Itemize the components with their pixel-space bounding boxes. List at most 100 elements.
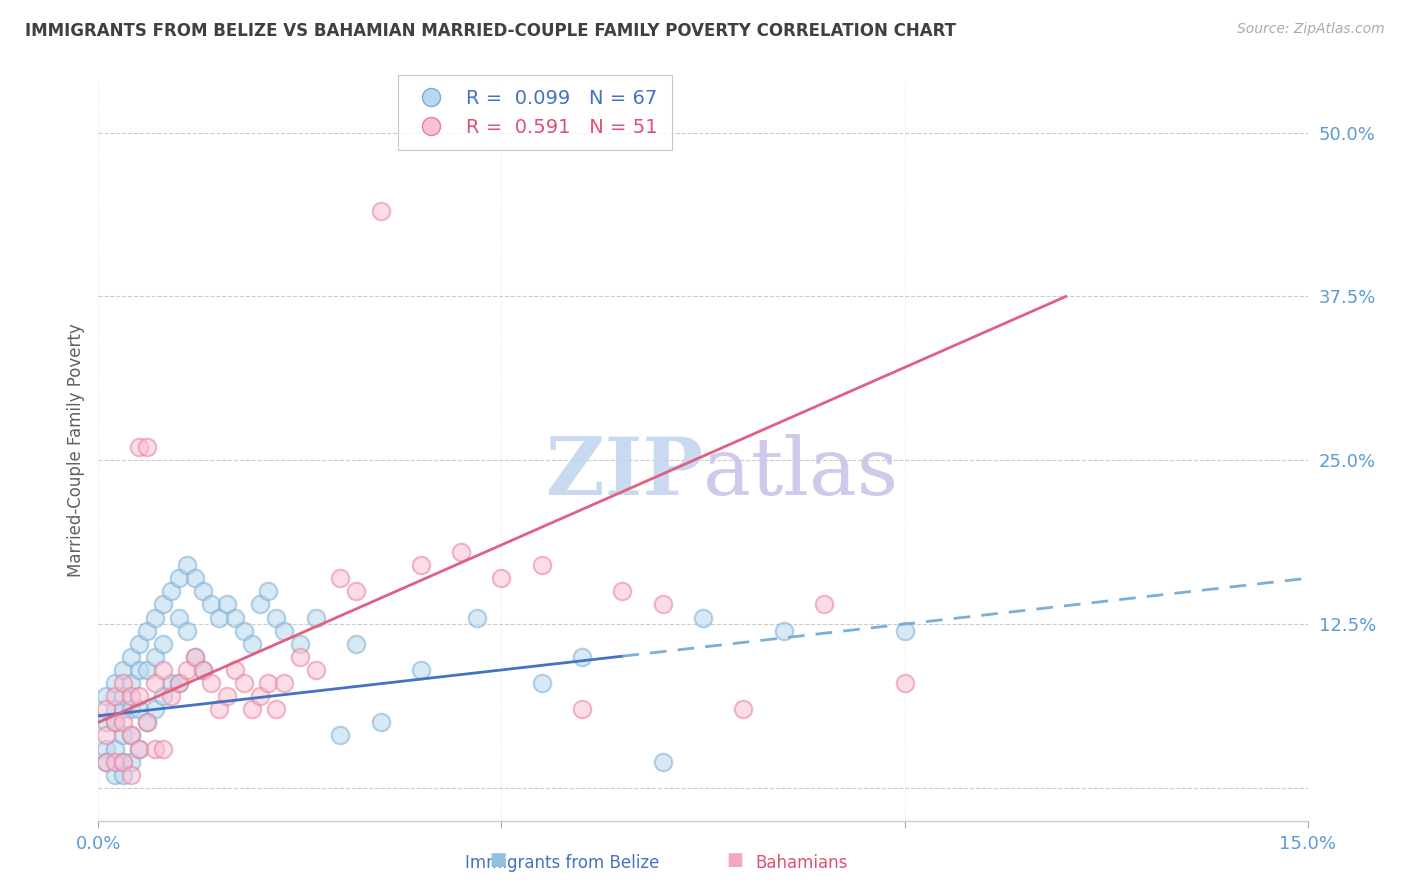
Point — [135, 624, 157, 638]
Point — [200, 676, 222, 690]
Point — [813, 598, 835, 612]
Point — [120, 676, 142, 690]
Point — [305, 610, 328, 624]
Point — [120, 755, 142, 769]
Point — [224, 610, 246, 624]
Point — [893, 676, 915, 690]
Point — [305, 663, 328, 677]
Point — [409, 663, 432, 677]
Point — [128, 689, 150, 703]
Point — [167, 676, 190, 690]
Point — [692, 610, 714, 624]
Point — [256, 584, 278, 599]
Point — [160, 689, 183, 703]
Point — [256, 676, 278, 690]
Point — [208, 610, 231, 624]
Point — [465, 610, 488, 624]
Point — [152, 689, 174, 703]
Point — [111, 755, 134, 769]
Point — [152, 741, 174, 756]
Point — [208, 702, 231, 716]
Point — [167, 571, 190, 585]
Point — [128, 741, 150, 756]
Point — [135, 715, 157, 730]
Point — [184, 571, 207, 585]
Point — [167, 610, 190, 624]
Point — [128, 440, 150, 454]
Point — [111, 768, 134, 782]
Point — [200, 598, 222, 612]
Point — [491, 571, 513, 585]
Point — [128, 702, 150, 716]
Point — [264, 702, 287, 716]
Point — [193, 663, 215, 677]
Point — [224, 663, 246, 677]
Point — [96, 755, 118, 769]
Point — [193, 663, 215, 677]
Point — [103, 689, 125, 703]
Point — [143, 676, 166, 690]
Point — [409, 558, 432, 573]
Point — [249, 689, 271, 703]
Point — [96, 741, 118, 756]
Point — [232, 676, 254, 690]
Point — [143, 702, 166, 716]
Point — [111, 755, 134, 769]
Point — [120, 729, 142, 743]
Text: ZIP: ZIP — [546, 434, 703, 512]
Point — [143, 649, 166, 664]
Point — [135, 663, 157, 677]
Point — [111, 702, 134, 716]
Point — [571, 702, 593, 716]
Point — [152, 637, 174, 651]
Point — [135, 440, 157, 454]
Point — [152, 663, 174, 677]
Point — [111, 715, 134, 730]
Point — [128, 637, 150, 651]
Point — [232, 624, 254, 638]
Point — [103, 755, 125, 769]
Point — [329, 729, 352, 743]
Point — [184, 649, 207, 664]
Text: IMMIGRANTS FROM BELIZE VS BAHAMIAN MARRIED-COUPLE FAMILY POVERTY CORRELATION CHA: IMMIGRANTS FROM BELIZE VS BAHAMIAN MARRI… — [25, 22, 956, 40]
Point — [370, 204, 392, 219]
Point — [120, 729, 142, 743]
Point — [111, 676, 134, 690]
Point — [240, 637, 263, 651]
Point — [103, 741, 125, 756]
Point — [103, 702, 125, 716]
Point — [128, 741, 150, 756]
Point — [288, 637, 311, 651]
Legend: R =  0.099   N = 67, R =  0.591   N = 51: R = 0.099 N = 67, R = 0.591 N = 51 — [398, 75, 672, 150]
Point — [96, 715, 118, 730]
Point — [120, 768, 142, 782]
Point — [111, 663, 134, 677]
Point — [264, 610, 287, 624]
Text: ■: ■ — [727, 851, 744, 869]
Point — [103, 715, 125, 730]
Point — [111, 689, 134, 703]
Point — [120, 689, 142, 703]
Point — [273, 676, 295, 690]
Point — [893, 624, 915, 638]
Point — [128, 663, 150, 677]
Point — [96, 702, 118, 716]
Text: atlas: atlas — [703, 434, 898, 512]
Point — [103, 676, 125, 690]
Point — [571, 649, 593, 664]
Text: Bahamians: Bahamians — [755, 855, 848, 872]
Point — [530, 558, 553, 573]
Point — [111, 729, 134, 743]
Point — [329, 571, 352, 585]
Point — [103, 768, 125, 782]
Point — [288, 649, 311, 664]
Text: ■: ■ — [489, 851, 506, 869]
Point — [217, 598, 239, 612]
Point — [96, 729, 118, 743]
Point — [344, 637, 367, 651]
Point — [612, 584, 634, 599]
Point — [96, 689, 118, 703]
Point — [249, 598, 271, 612]
Text: Immigrants from Belize: Immigrants from Belize — [465, 855, 659, 872]
Point — [176, 663, 198, 677]
